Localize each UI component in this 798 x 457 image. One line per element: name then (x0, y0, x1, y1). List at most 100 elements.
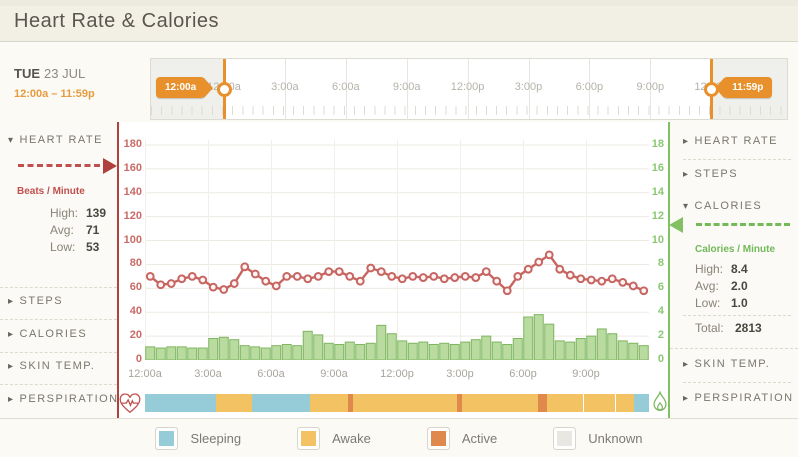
page-header: Heart Rate & Calories (0, 6, 798, 42)
timeline-end-handle[interactable]: 11:59p (723, 77, 773, 98)
stat-label: High: (695, 262, 724, 276)
timeline-gridline (589, 59, 591, 119)
date-label: TUE 23 JUL (14, 66, 144, 81)
left-axis-tick: 20 (129, 329, 142, 342)
sidebar-right-calories[interactable]: ▾ CALORIES (683, 200, 762, 212)
band-segment-sleeping (634, 394, 649, 412)
x-axis-tick: 9:00a (320, 368, 348, 380)
sidebar-item-steps[interactable]: ▸ STEPS (8, 295, 63, 307)
calories-axis-line (668, 122, 670, 418)
chevron-down-icon: ▾ (8, 135, 15, 146)
legend-item-active: Active (426, 427, 497, 450)
date-value: 23 JUL (44, 66, 86, 81)
timeline-tick-label: 6:00p (575, 81, 604, 93)
legend-swatch-sleeping (155, 427, 179, 450)
stat-value: 1.0 (731, 296, 748, 310)
chevron-right-icon: ▸ (683, 136, 690, 147)
left-axis-tick: 0 (135, 353, 142, 365)
sidebar-left-heart-rate[interactable]: ▾ HEART RATE (8, 134, 103, 146)
section-label: STEPS (19, 295, 64, 307)
right-axis-tick: 10 (651, 233, 664, 246)
heart-pulse-icon (119, 393, 141, 414)
left-axis-tick: 180 (123, 138, 142, 150)
timeline-gridline (528, 59, 530, 119)
chevron-right-icon: ▸ (683, 393, 690, 404)
band-segment-awake (616, 394, 635, 412)
chart-canvas (145, 140, 649, 361)
timeline-start-grip[interactable] (217, 82, 232, 97)
chevron-right-icon: ▸ (8, 296, 15, 307)
legend-item-unknown: Unknown (553, 427, 643, 450)
divider (670, 348, 798, 349)
heart-rate-series-arrow-icon (103, 158, 117, 174)
sidebar-item-skin-temp[interactable]: ▸ SKIN TEMP. (683, 358, 770, 370)
stat-row: Low: 1.0 (695, 296, 748, 313)
stat-label: Avg: (695, 279, 719, 293)
timeline-tick-label: 3:00a (271, 81, 299, 93)
right-axis-tick: 12 (651, 209, 664, 222)
top-strip (0, 0, 798, 6)
timeline-tick-label: 3:00p (514, 81, 543, 93)
right-axis-tick: 16 (651, 161, 664, 174)
stat-row: High: 8.4 (695, 262, 748, 279)
legend-swatch-active (426, 427, 450, 450)
left-sidebar: ▾ HEART RATE Beats / Minute High: 139 Avg: 7… (0, 122, 117, 418)
section-label: PERSPIRATION (19, 392, 119, 405)
calories-series-sample (696, 223, 790, 226)
right-axis-tick: 14 (651, 185, 664, 198)
divider (683, 159, 791, 160)
sidebar-item-skin-temp[interactable]: ▸ SKIN TEMP. (8, 360, 95, 372)
right-axis-tick: 18 (651, 138, 664, 150)
section-label: HEART RATE (19, 134, 103, 146)
section-label: STEPS (694, 168, 739, 180)
timeline-gridline (406, 59, 408, 119)
sidebar-item-perspiration[interactable]: ▸ PERSPIRATION (8, 393, 119, 405)
chart-area (118, 122, 670, 418)
sidebar-item-steps[interactable]: ▸ STEPS (683, 168, 738, 180)
heart-rate-axis-line (117, 122, 119, 418)
activity-legend: Sleeping Awake Active Unknown (0, 418, 798, 457)
legend-label: Sleeping (190, 431, 242, 446)
divider (683, 382, 791, 383)
x-axis-tick: 6:00p (509, 368, 537, 380)
right-axis-tick: 0 (657, 353, 664, 365)
right-axis-tick: 8 (657, 257, 664, 270)
right-sidebar: ▸ HEART RATE ▸ STEPS ▾ CALORIES Calories / M… (669, 122, 798, 418)
divider (0, 287, 117, 288)
legend-label: Awake (332, 431, 371, 446)
band-segment-awake (584, 394, 617, 412)
timeline-tick-label: 9:00p (636, 81, 665, 93)
band-segment-active (347, 394, 353, 412)
stat-label: Avg: (50, 223, 74, 237)
stat-value: 2.0 (731, 279, 748, 293)
legend-item-sleeping: Sleeping (155, 427, 241, 450)
band-segment-sleeping (251, 394, 310, 412)
left-axis-tick: 60 (129, 281, 142, 294)
timeline-tick-label: 6:00a (332, 81, 360, 93)
divider (683, 315, 791, 316)
chevron-right-icon: ▸ (683, 169, 690, 180)
right-axis-tick: 2 (657, 329, 664, 342)
calories-total: Total: 2813 (695, 321, 762, 338)
section-label: SKIN TEMP. (694, 358, 771, 370)
combo-chart (145, 140, 649, 361)
date-panel: TUE 23 JUL 12:00a – 11:59p (14, 66, 144, 100)
page-title: Heart Rate & Calories (14, 10, 220, 32)
timeline-gridline (345, 59, 347, 119)
right-axis-tick: 4 (657, 305, 664, 318)
stat-row: Low: 53 (50, 240, 106, 257)
timeline-start-handle[interactable]: 12:00a (156, 77, 206, 98)
legend-swatch-awake (297, 427, 321, 450)
calories-series-arrow-icon (669, 217, 683, 233)
total-value: 2813 (735, 321, 762, 335)
timeline-slider[interactable]: 12:00a 3:00a 6:00a 9:00a 12:00p 3:00p 6:00p 9:0… (150, 58, 788, 120)
sidebar-item-calories[interactable]: ▸ CALORIES (8, 328, 87, 340)
section-label: HEART RATE (694, 135, 778, 147)
timeline-end-grip[interactable] (704, 82, 720, 97)
left-axis-tick: 120 (123, 209, 142, 222)
stat-label: Low: (695, 296, 721, 310)
chevron-right-icon: ▸ (8, 393, 15, 405)
sidebar-item-perspiration[interactable]: ▸ PERSPIRATION (683, 392, 794, 404)
sidebar-item-heart-rate[interactable]: ▸ HEART RATE (683, 135, 778, 147)
activity-band (145, 394, 649, 412)
